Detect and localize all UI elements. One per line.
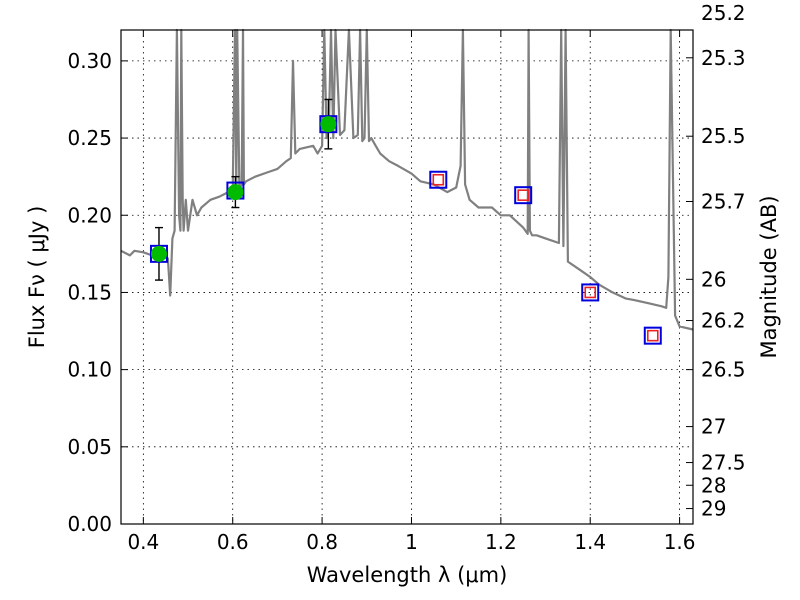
y-axis-label: Flux Fν ( μJy ) [25, 206, 49, 349]
x-tick-label: 1.4 [574, 530, 606, 554]
plot-area [121, 30, 693, 524]
right-tick-label: 29 [701, 497, 726, 521]
right-tick-label: 25.3 [701, 46, 746, 70]
right-tick-label: 28 [701, 473, 726, 497]
data-point-layer [149, 115, 662, 345]
right-tick-label: 25.7 [701, 190, 746, 214]
model-flux-square [514, 186, 533, 205]
x-tick-label: 1.2 [485, 530, 517, 554]
upper-limit-marker [517, 189, 529, 201]
right-tick-label: 26 [701, 267, 726, 291]
upper-limit-marker [646, 329, 659, 342]
observed-flux-point [150, 245, 167, 262]
x-axis-ticks: 0.4 0.6 0.8 1 1.2 1.4 1.6 [127, 30, 696, 554]
y-tick-label: 0.15 [67, 280, 112, 304]
model-sed-line [120, 28, 694, 331]
upper-limit-marker [432, 173, 445, 186]
right-tick-label: 27.5 [701, 451, 746, 475]
right-tick-label: 26.2 [701, 309, 746, 333]
model-flux-square [643, 326, 662, 345]
model-flux-square [581, 283, 600, 302]
right-tick-label: 25.5 [701, 124, 746, 148]
y-tick-label: 0.30 [67, 49, 112, 73]
y-tick-label: 0.00 [67, 512, 112, 536]
y-tick-label: 0.10 [67, 358, 112, 382]
right-tick-label: 26.5 [701, 358, 746, 382]
plot-frame [120, 29, 694, 525]
y-tick-label: 0.25 [67, 126, 112, 150]
x-axis-label: Wavelength λ (μm) [307, 563, 508, 587]
x-tick-label: 0.4 [127, 530, 159, 554]
upper-limit-marker [584, 286, 597, 299]
right-tick-label: 27 [701, 415, 726, 439]
y-tick-label: 0.05 [67, 435, 112, 459]
x-tick-label: 1.6 [664, 530, 696, 554]
observed-flux-point [227, 184, 244, 201]
x-tick-label: 0.6 [217, 530, 249, 554]
model-sed-layer [120, 28, 694, 331]
y-tick-label: 0.20 [67, 203, 112, 227]
x-tick-label: 1 [405, 530, 418, 554]
observed-flux-point [320, 116, 337, 133]
right-tick-label: 25.2 [701, 1, 746, 25]
model-flux-square [429, 170, 448, 189]
right-axis-label: Magnitude (AB) [757, 195, 781, 358]
y-axis-ticks: 0.00 0.05 0.10 0.15 0.20 0.25 0.30 [67, 49, 128, 536]
x-tick-label: 0.8 [306, 530, 338, 554]
